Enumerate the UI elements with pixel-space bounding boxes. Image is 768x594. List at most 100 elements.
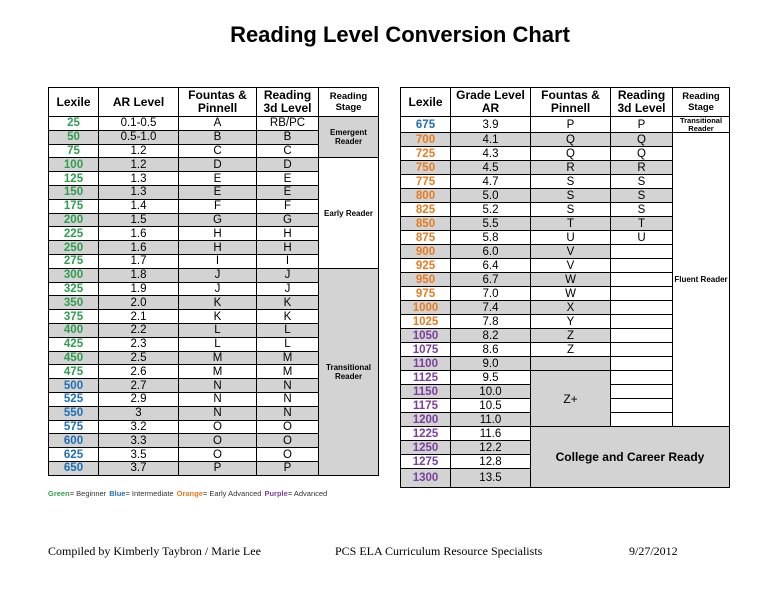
fp-cell: U [530,230,611,245]
column-header: Fountas & Pinnell [530,87,611,117]
ar-cell: 1.2 [98,143,179,159]
lexile-cell: 450 [48,350,99,366]
data-row: 325 1.9 J J [48,281,379,297]
fp-cell: E [178,171,257,186]
fp-cell: B [178,129,257,145]
fp-cell: Y [530,314,611,329]
lexile-cell: 700 [400,132,451,147]
lexile-cell: 725 [400,146,451,161]
lexile-cell: 600 [48,433,99,449]
legend-name: Purple [264,489,288,498]
ar-cell: 3 [98,405,179,421]
fp-cell: P [530,116,611,133]
ar-cell: 2.2 [98,322,179,338]
lexile-cell: 200 [48,212,99,228]
data-row: 175 1.4 F F [48,198,379,214]
column-header: Reading Stage [672,87,730,117]
lexile-cell: 175 [48,198,99,214]
rd-cell: K [256,295,319,311]
data-row: 625 3.5 O O [48,447,379,462]
lexile-cell: 1275 [400,454,451,469]
ar-cell: 8.2 [450,328,531,343]
rd-cell: B [256,129,319,145]
stage-cell: Transitional Reader [672,116,730,133]
fp-cell: P [178,460,257,476]
fp-cell: F [178,198,257,214]
ar-cell: 1.4 [98,198,179,214]
lexile-cell: 325 [48,281,99,297]
rd-cell: M [256,350,319,366]
fp-cell: M [178,364,257,380]
lexile-cell: 25 [48,116,99,131]
data-row: 850 5.5 T T [400,216,730,231]
ar-cell: 1.9 [98,281,179,297]
ar-cell: 9.0 [450,356,531,371]
rd-cell: R [610,160,673,175]
rd-cell: F [256,198,319,214]
fp-cell: L [178,336,257,352]
lexile-cell: 850 [400,216,451,231]
lexile-cell: 900 [400,244,451,259]
data-row: 1100 9.0 [400,356,730,371]
ar-cell: 10.5 [450,398,531,413]
rd-cell [610,300,673,315]
lexile-cell: 1250 [400,440,451,455]
fp-cell: C [178,143,257,159]
rd-cell: I [256,253,319,269]
rd-cell: L [256,336,319,352]
ar-cell: 4.7 [450,174,531,189]
fp-cell: N [178,378,257,393]
rd-cell [610,244,673,259]
column-header: Grade Level AR [450,87,531,117]
ar-cell: 13.5 [450,468,531,488]
left-table: Lexile AR Level Fountas & Pinnell Reading 3… [48,87,379,476]
rd-cell [610,370,673,385]
data-row: 225 1.6 H H [48,226,379,242]
legend-text: = Advanced [287,489,328,498]
lexile-cell: 1075 [400,342,451,357]
data-row: 1125 9.5 Z+ [400,370,730,427]
fp-cell: E [178,184,257,200]
college-cell: College and Career Ready [530,426,730,488]
rd-cell: D [256,157,319,173]
lexile-cell: 550 [48,405,99,421]
data-row: 250 1.6 H H [48,240,379,255]
data-row: 1200 11.0 [400,412,730,427]
fp-cell: Z [530,328,611,343]
data-row: 25 0.1-0.5 A RB/PC Emergent Reader [48,115,379,159]
legend-text: = Beginner [69,489,107,498]
fp-cell: X [530,300,611,315]
ar-cell: 5.2 [450,202,531,217]
data-row: 1250 12.2 [400,440,730,455]
data-row: 100 1.2 D D Early Reader [48,157,379,269]
data-row: 700 4.1 Q Q Fluent Reader [400,132,730,427]
rd-cell: S [610,174,673,189]
rd-cell [610,356,673,371]
fp-cell: Q [530,146,611,161]
ar-cell: 3.7 [98,460,179,476]
lexile-cell: 1175 [400,398,451,413]
ar-cell: 2.7 [98,378,179,393]
lexile-cell: 100 [48,157,99,173]
lexile-cell: 575 [48,419,99,435]
lexile-cell: 250 [48,240,99,255]
lexile-cell: 1100 [400,356,451,371]
data-row: 950 6.7 W [400,272,730,287]
rd-cell: K [256,309,319,324]
rd-cell: N [256,391,319,407]
rd-cell: C [256,143,319,159]
ar-cell: 7.4 [450,300,531,315]
lexile-cell: 875 [400,230,451,245]
lexile-cell: 475 [48,364,99,380]
ar-cell: 10.0 [450,384,531,399]
lexile-cell: 975 [400,286,451,301]
rd-cell [610,314,673,329]
footer-center: PCS ELA Curriculum Resource Specialists [335,544,543,558]
rd-cell [610,398,673,413]
rd-cell: E [256,184,319,200]
rd-cell: T [610,216,673,231]
ar-cell: 1.7 [98,253,179,269]
data-row: 675 3.9 P P Transitional Reader [400,116,730,133]
legend-text: = Early Advanced [202,489,262,498]
stage-cell: Early Reader [318,157,379,269]
